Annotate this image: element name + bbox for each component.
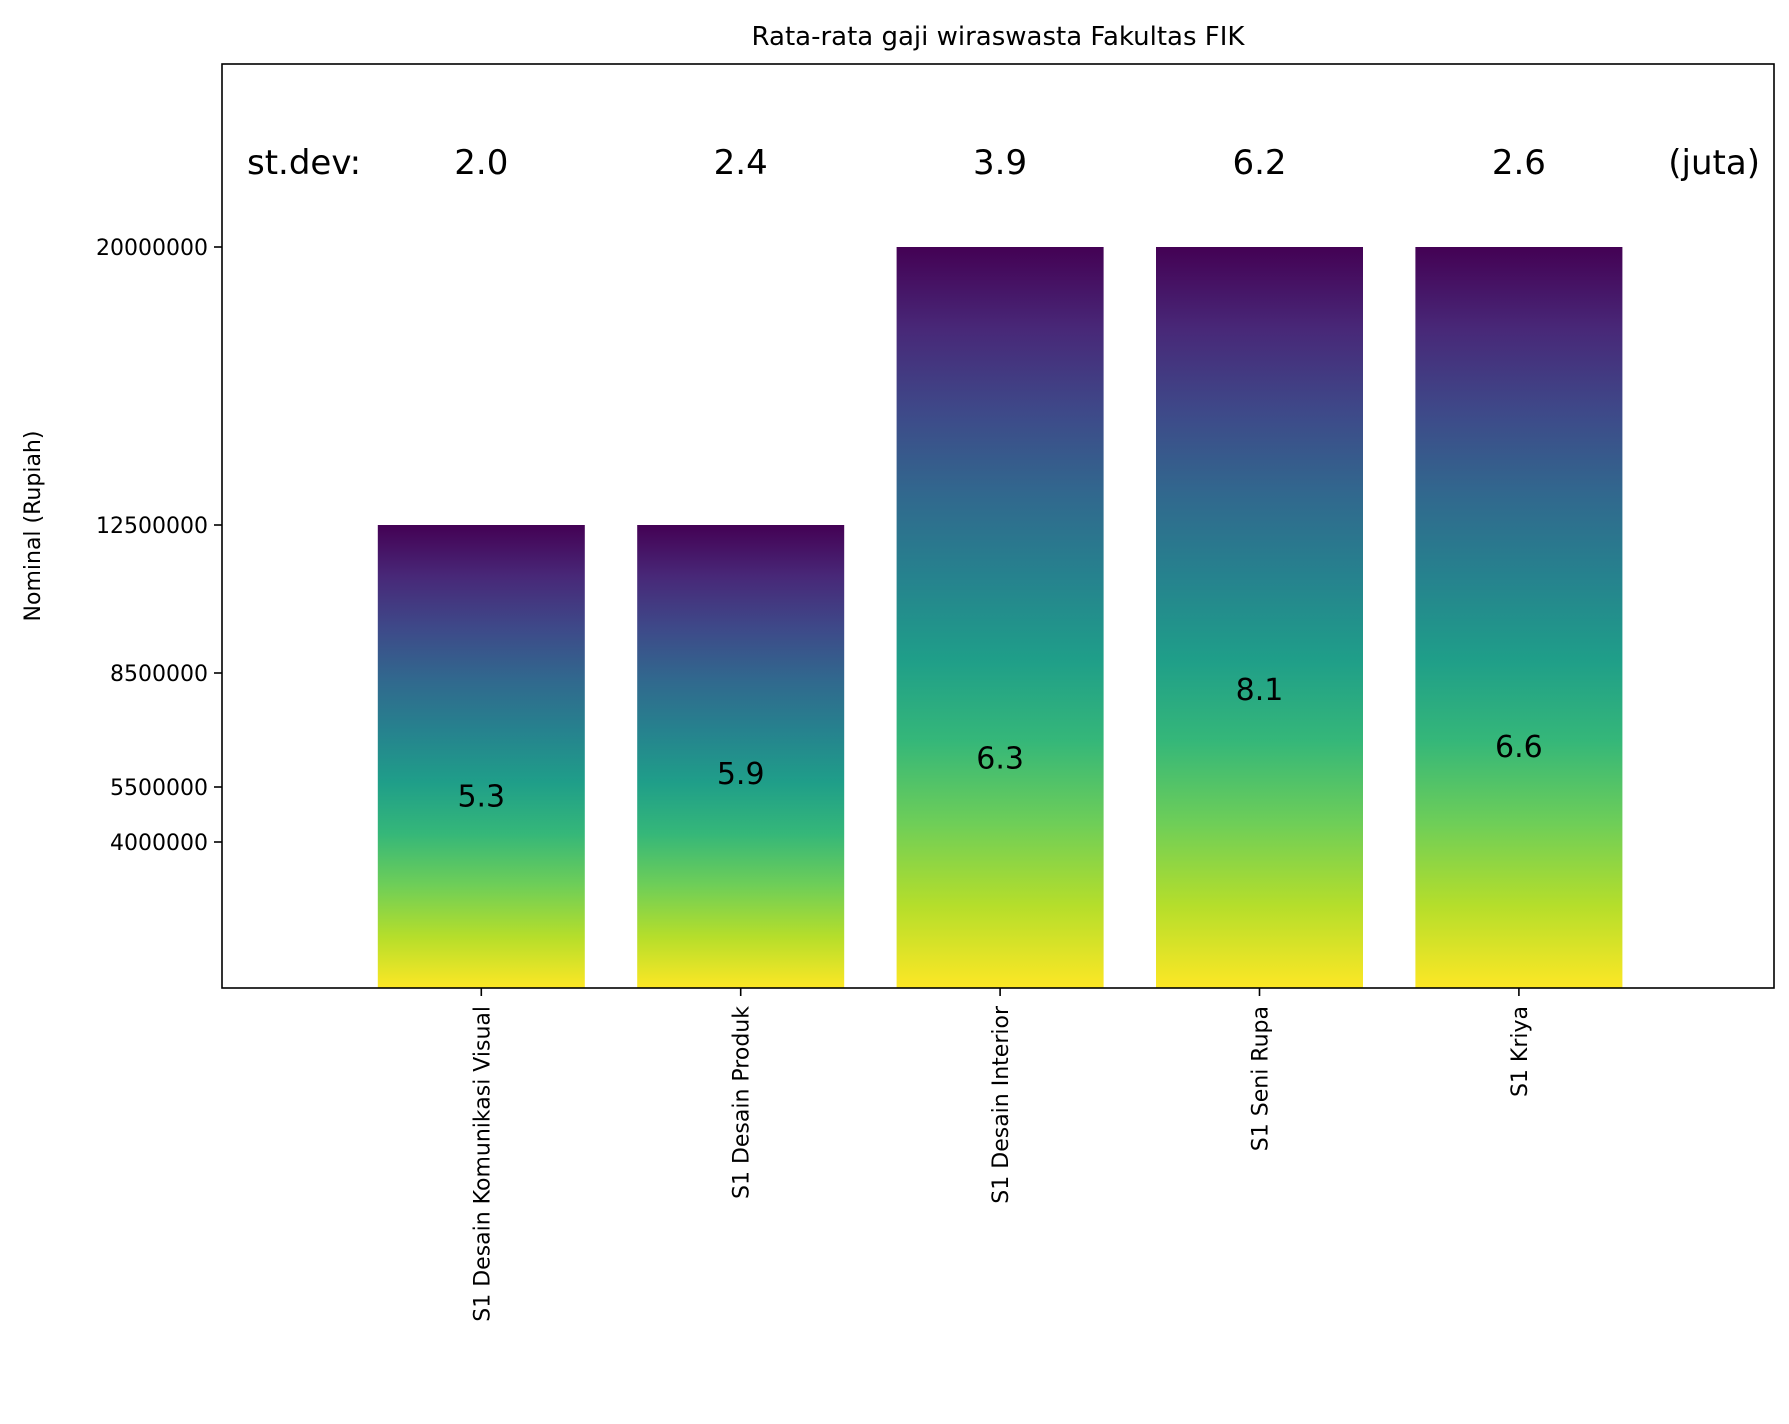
stdev-value-label: 2.0 [454,143,508,183]
mean-value-label: 5.3 [457,779,505,814]
x-tick-label: S1 Desain Interior [989,1005,1014,1204]
mean-value-label: 6.6 [1495,730,1543,765]
bar-5 [1415,247,1623,988]
bar-4 [1156,247,1363,988]
y-axis-label: Nominal (Rupiah) [21,431,46,622]
mean-value-label: 5.9 [717,757,765,792]
y-tick-label: 5500000 [110,776,208,801]
x-tick-label: S1 Kriya [1508,1006,1533,1097]
stdev-value-label: 6.2 [1232,143,1286,183]
bar-3 [896,247,1104,988]
y-tick-label: 12500000 [96,514,208,539]
bar-2 [637,525,845,988]
bar-1 [377,525,585,988]
x-tick-label: S1 Desain Produk [730,1006,755,1199]
chart-title: Rata-rata gaji wiraswasta Fakultas FIK [752,22,1246,52]
mean-value-label: 6.3 [976,742,1024,777]
stdev-value-label: 2.4 [714,143,768,183]
stdev-value-label: 3.9 [973,143,1027,183]
stdev-unit-label: (juta) [1668,143,1760,183]
mean-value-label: 8.1 [1236,673,1284,708]
x-tick-label: S1 Seni Rupa [1249,1006,1274,1151]
stdev-label: st.dev: [247,143,361,183]
x-tick-label: S1 Desain Komunikasi Visual [470,1006,495,1322]
y-tick-label: 4000000 [110,831,208,856]
stdev-value-label: 2.6 [1492,143,1546,183]
plot-frame [221,63,1775,989]
y-tick-label: 20000000 [96,236,208,261]
y-tick-label: 8500000 [110,662,208,687]
